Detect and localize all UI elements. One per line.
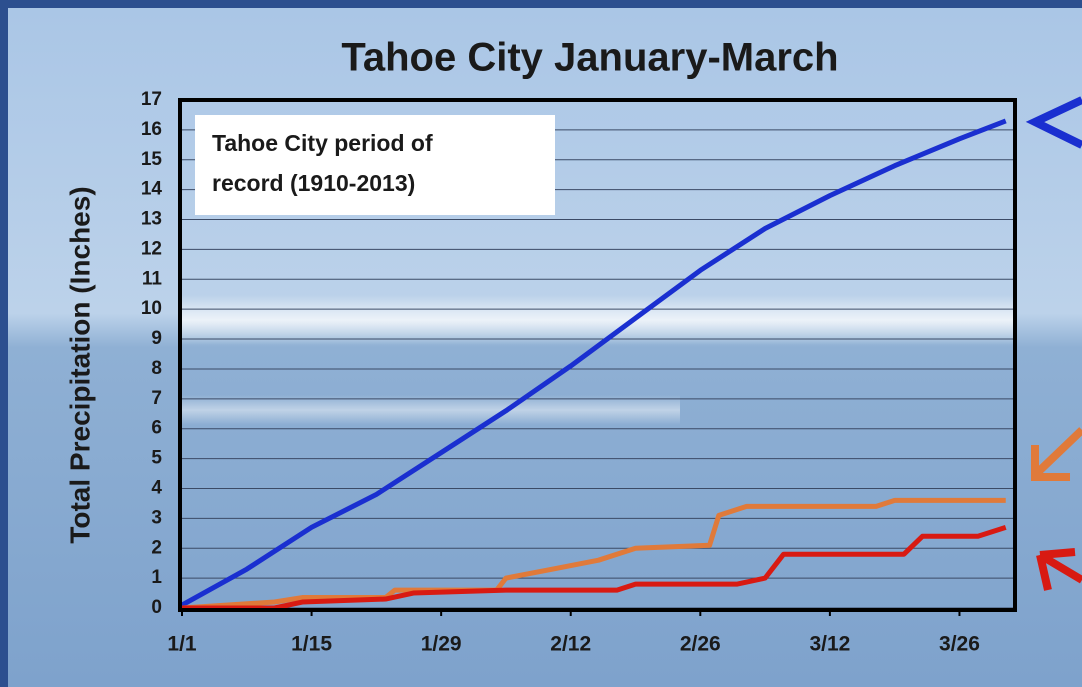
series-line — [181, 497, 1006, 611]
y-tick-label: 11 — [142, 268, 163, 289]
y-tick-label: 13 — [141, 209, 162, 230]
y-tick-label: 5 — [151, 448, 162, 469]
y-tick-label: 17 — [141, 89, 162, 110]
clouds — [180, 395, 680, 425]
annotation-box — [195, 115, 555, 215]
annotation: Tahoe City period of — [212, 130, 433, 156]
x-tick-label: 3/12 — [809, 633, 850, 656]
y-tick-label: 4 — [151, 477, 162, 498]
y-tick-label: 14 — [141, 179, 163, 200]
y-tick-label: 3 — [151, 507, 162, 528]
background — [8, 8, 1082, 687]
y-tick-label: 6 — [151, 418, 162, 439]
annotation: record (1910-2013) — [212, 170, 415, 196]
chart-title: Tahoe City January-March — [341, 36, 838, 80]
arrow — [1036, 548, 1082, 591]
series-line — [180, 118, 1007, 608]
x-tick-label: 1/29 — [421, 633, 462, 656]
y-tick-label: 1 — [151, 567, 162, 588]
y-tick-label: 2 — [151, 537, 162, 558]
y-tick-label: 9 — [151, 328, 162, 349]
arrow — [1031, 427, 1082, 481]
x-tick-label: 1/15 — [291, 633, 332, 656]
arrow — [1025, 96, 1082, 149]
x-tick-label: 2/12 — [550, 633, 591, 656]
y-tick-label: 10 — [141, 298, 162, 319]
series-line — [182, 524, 1007, 611]
y-tick-label: 15 — [141, 149, 163, 170]
y-tick-label: 7 — [151, 388, 162, 409]
y-axis-label: Total Precipitation (Inches) — [64, 186, 95, 543]
plot-border — [178, 98, 1017, 612]
y-tick-label: 16 — [141, 119, 162, 140]
x-tick-label: 1/1 — [167, 633, 197, 656]
y-tick-label: 8 — [151, 358, 162, 379]
mountains — [180, 295, 1015, 345]
x-tick-label: 3/26 — [939, 633, 980, 656]
y-tick-label: 12 — [141, 238, 162, 259]
y-tick-label: 0 — [151, 597, 162, 618]
x-tick-label: 2/26 — [680, 633, 721, 656]
